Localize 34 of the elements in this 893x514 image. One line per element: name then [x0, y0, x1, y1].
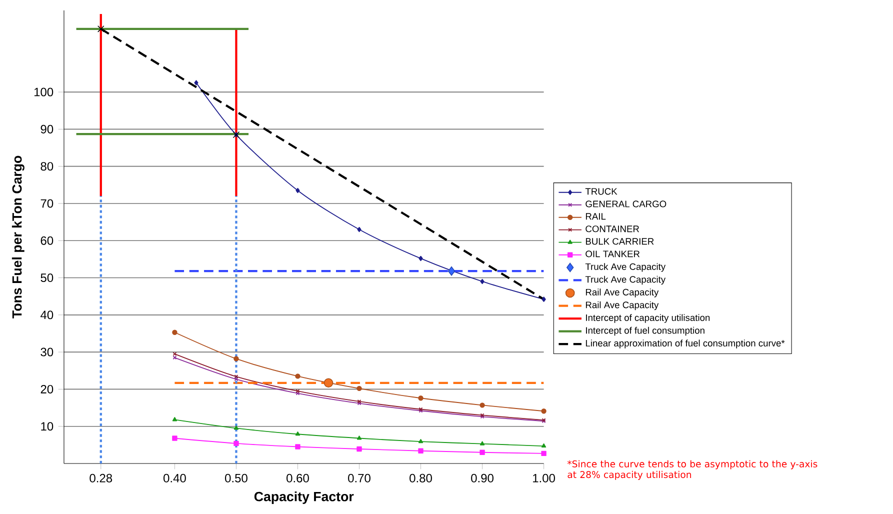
x-tick-label: 0.40	[163, 474, 186, 482]
legend-label: CONTAINER	[586, 225, 640, 232]
y-tick-label: 90	[40, 124, 54, 134]
x-tick-label: 0.80	[410, 474, 432, 482]
y-tick-label: 80	[40, 162, 54, 170]
y-tick-label: 30	[40, 348, 54, 356]
legend-label: OIL TANKER	[586, 250, 640, 257]
y-tick-label: 50	[40, 273, 54, 282]
y-tick-label: 20	[40, 384, 54, 394]
y-tick-label: 60	[40, 236, 54, 245]
legend-label: BULK CARRIER	[586, 238, 654, 244]
y-tick-label: 100	[34, 88, 54, 96]
text: *Since the curve tends to be asymptotic to the y-axis at 28% capacity utilisation	[567, 460, 818, 480]
y-tick-label: 40	[40, 310, 54, 319]
legend-label: Intercept of capacity utilisation	[586, 314, 710, 323]
x-tick-label: 0.28	[90, 474, 112, 482]
legend-label: Intercept of fuel consumption	[586, 326, 704, 336]
legend-label: TRUCK	[585, 188, 618, 194]
x-axis-title: Capacity Factor	[254, 491, 354, 504]
x-tick-label: 0.90	[471, 474, 494, 482]
legend-label: RAIL	[586, 212, 606, 220]
x-tick-label: 0.60	[286, 474, 309, 482]
y-tick-label: 10	[41, 422, 54, 430]
legend-label: Truck Ave Capacity	[585, 262, 666, 272]
legend-label: Truck Ave Capacity	[585, 276, 666, 284]
legend-label: Rail Ave Capacity	[586, 288, 659, 298]
y-tick-label: 70	[40, 198, 54, 208]
legend-label: GENERAL CARGO	[586, 200, 666, 208]
x-tick-label: 0.70	[348, 474, 370, 482]
legend-label: Linear approximation of fuel consumption curve*	[586, 339, 785, 348]
legend-label: Rail Ave Capacity	[586, 301, 659, 310]
y-axis-title: Tons Fuel per kTon Cargo	[12, 156, 24, 318]
x-tick-label: 0.50	[225, 474, 248, 482]
x-tick-label: 1.00	[533, 474, 555, 482]
